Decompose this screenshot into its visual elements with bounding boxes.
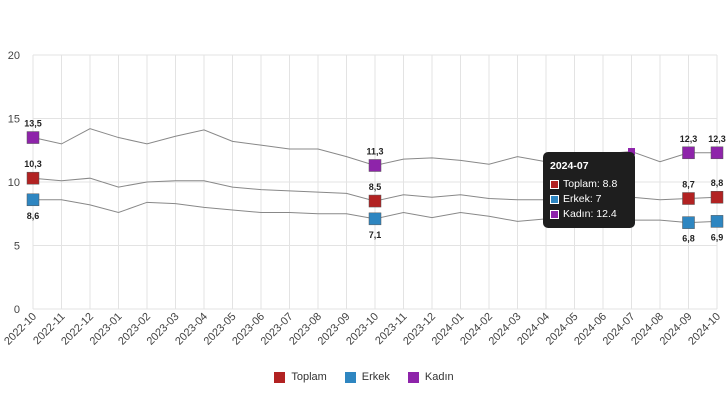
y-tick-label: 15	[8, 114, 20, 126]
tooltip: 2024-07 Toplam: 8.8 Erkek: 7 Kadın: 12.4	[543, 152, 635, 228]
y-tick-label: 20	[8, 50, 20, 62]
data-point-kadn[interactable]	[710, 146, 724, 160]
y-tick-label: 5	[14, 241, 20, 253]
data-point-erkek[interactable]	[26, 193, 40, 207]
legend-item-kadin[interactable]: Kadın	[407, 371, 454, 383]
data-label-toplam: 10,3	[24, 159, 42, 169]
data-labels: 10,3 8,5 8,7 8,8 8,6 7,1 6,8 6,9 13,5 11,3 12,3 12,…	[24, 119, 726, 244]
tooltip-text-erkek: Erkek: 7	[563, 193, 602, 205]
y-tick-label: 0	[14, 304, 20, 316]
tooltip-swatch-toplam	[550, 179, 559, 189]
legend-item-toplam[interactable]: Toplam	[274, 371, 327, 383]
data-label-kadn: 12,3	[680, 134, 698, 144]
data-label-kadn: 12,3	[708, 134, 726, 144]
data-point-kadn[interactable]	[26, 131, 40, 144]
legend-label-kadin: Kadın	[424, 371, 454, 383]
tooltip-swatch-erkek	[550, 194, 559, 204]
x-axis-ticks: 2022-102022-112022-122023-012023-022023-…	[2, 311, 723, 348]
tooltip-text-toplam: Toplam: 8.8	[563, 178, 618, 190]
data-label-erkek: 7,1	[369, 230, 382, 240]
data-label-erkek: 8,6	[27, 211, 40, 221]
legend-label-erkek: Erkek	[361, 371, 390, 383]
data-point-kadn[interactable]	[682, 146, 695, 160]
data-point-kadn[interactable]	[368, 159, 382, 172]
data-label-erkek: 6,8	[682, 234, 695, 244]
data-point-toplam[interactable]	[682, 192, 695, 205]
tooltip-swatch-kadin	[550, 209, 559, 219]
data-label-kadn: 13,5	[24, 119, 42, 129]
tooltip-row-toplam: Toplam: 8.8	[550, 178, 628, 190]
data-label-toplam: 8,5	[369, 182, 382, 192]
tooltip-row-kadin: Kadın: 12.4	[550, 208, 628, 220]
legend-swatch-kadin	[407, 371, 419, 383]
data-point-erkek[interactable]	[710, 215, 724, 228]
legend-item-erkek[interactable]: Erkek	[344, 371, 390, 383]
legend: Toplam Erkek Kadın	[0, 371, 728, 383]
data-label-toplam: 8,8	[711, 178, 724, 188]
y-axis-ticks: 0 5 10 15 20	[8, 50, 20, 316]
legend-label-toplam: Toplam	[291, 371, 327, 383]
tooltip-text-kadin: Kadın: 12.4	[563, 208, 617, 220]
data-label-erkek: 6,9	[711, 232, 724, 242]
data-label-toplam: 8,7	[682, 180, 695, 190]
data-point-toplam[interactable]	[368, 194, 382, 208]
data-point-erkek[interactable]	[682, 216, 695, 229]
data-label-kadn: 11,3	[366, 146, 383, 156]
data-point-toplam[interactable]	[26, 171, 40, 185]
data-point-toplam[interactable]	[710, 190, 724, 204]
hover-marker-kadn[interactable]	[628, 148, 635, 156]
tooltip-title: 2024-07	[550, 160, 589, 172]
series-points	[26, 131, 724, 229]
tooltip-row-erkek: Erkek: 7	[550, 193, 628, 205]
data-point-erkek[interactable]	[368, 212, 382, 226]
legend-swatch-toplam	[274, 371, 286, 383]
legend-swatch-erkek	[344, 371, 356, 383]
y-tick-label: 10	[8, 177, 20, 189]
